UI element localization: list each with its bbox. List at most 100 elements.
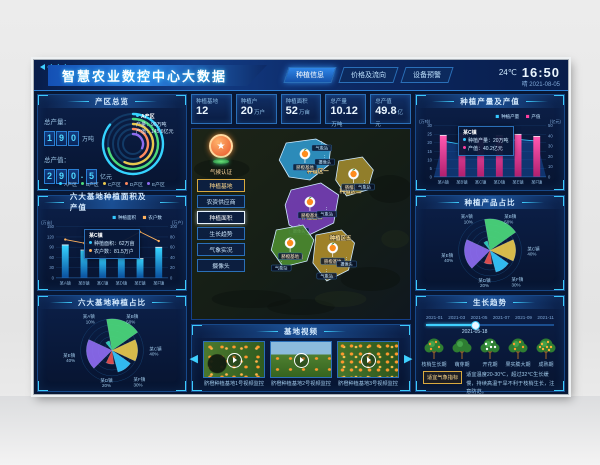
stat-card: 总产值 49.8亿元 [370,94,411,128]
tab-device-alert[interactable]: 设备预警 [400,67,454,83]
ring-arc[interactable] [131,127,150,159]
tree-icon [480,338,500,360]
tree-icon [452,338,472,360]
ring-arc[interactable] [123,122,155,166]
stat-unit: 万吨 [331,122,343,129]
ring-arc[interactable] [107,117,160,171]
digit-box: 9 [56,131,67,146]
pie-slice[interactable] [105,340,113,351]
pie-slice[interactable] [483,240,491,251]
pie-slice[interactable] [464,238,491,269]
ring-chart [101,112,165,176]
current-date: 2021-08-05 [529,82,560,89]
svg-text:20: 20 [170,265,175,270]
bar[interactable] [136,258,144,278]
pie-slice[interactable] [111,350,131,373]
ring-arc[interactable] [131,132,145,150]
pie-slice[interactable] [106,319,139,352]
svg-text:(亿元): (亿元) [550,118,562,124]
svg-text:某F镇: 某F镇 [531,178,543,185]
tab-price-flow[interactable]: 价格及流向 [338,67,399,83]
map-layer-button[interactable]: 农资供应商 [197,195,245,208]
pie-slice[interactable] [111,339,138,362]
svg-text:25: 25 [427,132,432,137]
map-layer-button[interactable]: 种植面积 [197,211,245,224]
svg-text:摄像头: 摄像头 [340,260,352,266]
pie-slice[interactable] [86,339,113,370]
map-region[interactable] [284,182,340,236]
map-layer-button[interactable]: 摄像头 [197,259,245,272]
video-next-icon[interactable]: ▶ [404,353,413,365]
bar[interactable] [117,252,125,278]
bar[interactable] [155,247,163,278]
map-tag[interactable]: 摄像头 [336,257,357,268]
stat-value: 12 [196,105,209,117]
stat-label: 种植基地 [196,99,219,105]
stage-label: 果实膨大期 [505,362,531,369]
bar[interactable] [80,250,88,278]
map-layer-button[interactable]: 种植基地 [197,179,245,192]
growth-stages: 枝梢生长期 萌芽期 开花期 果实膨大期 成熟期 [416,336,564,368]
video-thumbnail[interactable] [270,341,332,378]
base-marker[interactable]: 脐橙基地 [278,237,303,260]
base-map[interactable]: 种植区一脐橙基地气象站摄像头种植区二脐橙基地气象站种植区三脐橙基地气象站摄像头种… [191,128,411,320]
bar[interactable] [61,245,69,278]
svg-text:0: 0 [548,174,551,179]
legend-item: C产区 [102,181,121,188]
center-column: 种植基地 12 种植户 20万户 种植面积 52万亩 总产量 10.12万吨 总产值 49.8亿元… [189,94,413,392]
bar[interactable] [533,136,541,177]
play-icon[interactable] [294,352,309,368]
pie-slice[interactable] [489,238,516,262]
growth-stage: 枝梢生长期 [421,336,448,368]
svg-text:50: 50 [548,123,553,128]
svg-text:40: 40 [548,133,553,138]
timeline-handle[interactable] [470,321,480,331]
map-tag[interactable]: 气象站 [271,261,292,272]
overview-stat: 总产值： 2 9 0. 5 亿元 [44,154,112,184]
map-tag[interactable]: 气象站 [316,269,337,280]
marker-caption: 脐橙基地 [324,258,342,265]
map-region[interactable] [312,229,355,282]
video-thumbnail[interactable] [337,341,399,378]
stat-unit: 亿元 [375,110,404,129]
video-prev-icon[interactable]: ◀ [189,353,198,365]
panel-title: 产区总览 [38,95,186,108]
svg-text:某B镇: 某B镇 [456,178,468,185]
video-item: 脐橙种植基地2号视频监控 [270,341,332,387]
play-icon[interactable] [227,352,242,368]
legend-dot [102,181,106,185]
map-tag[interactable]: 气象站 [316,207,337,218]
base-marker[interactable]: 脐橙基地 [292,148,318,171]
bar[interactable] [439,135,447,177]
video-caption: 脐橙种植基地1号视频监控 [204,381,264,387]
pie-slice[interactable] [489,249,509,273]
bar[interactable] [514,134,522,177]
growth-note-text: 适宜温度20-30℃，超过32℃生长缓慢，持续高温干旱不利于枝梢生长，注意防范。 [466,372,555,395]
bar[interactable] [477,137,485,177]
ring-arc[interactable] [101,112,165,176]
map-layer-button[interactable]: 生长趋势 [197,227,245,240]
growth-timeline-slider[interactable]: 2021-01 2021-03 2021-05 2021-07 2021-09 2021-… [426,315,554,335]
map-layer-button[interactable]: 气象实况 [197,243,245,256]
svg-text:60: 60 [49,255,54,260]
pie-slice[interactable] [483,249,493,264]
svg-text:某A镇: 某A镇 [438,178,450,185]
bar[interactable] [495,135,503,177]
pie-slice[interactable] [105,349,115,365]
map-tag[interactable]: 气象站 [354,180,375,191]
pie-slice[interactable] [484,218,517,251]
map-tag[interactable]: 摄像头 [314,155,335,166]
tree-icon [536,338,556,360]
bar[interactable] [99,256,107,278]
tab-planting-info[interactable]: 种植信息 [283,67,337,83]
play-icon[interactable] [361,352,376,368]
video-thumbnail[interactable] [203,341,265,378]
map-tag[interactable]: 气象站 [311,141,332,152]
svg-text:10: 10 [427,157,432,162]
weather-index-button[interactable]: 适宜气象指标 [423,371,463,385]
header: 智慧农业数控中心大数据 种植信息 价格及流向 设备预警 24℃ 16:50 晴 202… [34,60,568,91]
weather: 晴 [521,82,528,89]
digit-box: 2 [44,169,55,184]
